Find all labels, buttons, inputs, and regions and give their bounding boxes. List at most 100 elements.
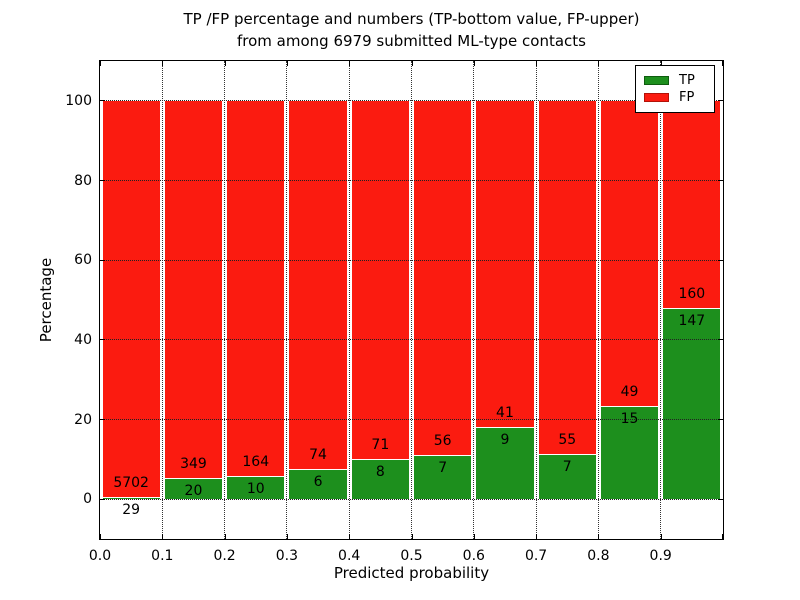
plot-area: TP FP 5702 29 349 20 164 10 74 6 71 8 56 7 41 9 55 7 49 1… xyxy=(100,61,723,539)
x-tick xyxy=(286,534,288,539)
gridline-x xyxy=(535,61,537,539)
gridline-y xyxy=(100,100,723,102)
x-tick-top xyxy=(224,61,226,66)
x-tick-top xyxy=(598,61,600,66)
x-tick-label: 0.4 xyxy=(338,548,361,564)
x-tick-top xyxy=(349,61,351,66)
bar-fp xyxy=(289,100,347,470)
fp-count-label: 349 xyxy=(180,455,207,472)
x-tick-top xyxy=(722,61,723,66)
chart-title: TP /FP percentage and numbers (TP-bottom… xyxy=(100,8,723,52)
x-tick xyxy=(536,534,538,539)
tp-count-label: 8 xyxy=(375,463,385,480)
bar-fp xyxy=(538,100,596,455)
bar-tp xyxy=(414,454,472,500)
fp-count-label: 55 xyxy=(558,432,577,449)
bar-fp xyxy=(476,100,534,428)
gridline-x xyxy=(473,61,475,539)
bar-fp xyxy=(351,100,409,459)
bar-tp xyxy=(538,454,596,500)
y-tick xyxy=(100,498,105,500)
gridline-x xyxy=(161,61,163,539)
x-tick-label: 0.8 xyxy=(587,548,610,564)
gridline-x xyxy=(597,61,599,539)
tp-count-label: 10 xyxy=(246,481,265,498)
y-tick-right xyxy=(718,180,723,181)
x-tick-top xyxy=(660,61,662,66)
legend: TP FP xyxy=(635,65,715,113)
y-tick-right xyxy=(718,339,723,341)
y-tick-right xyxy=(718,259,723,261)
x-tick xyxy=(473,534,475,539)
gridline-x xyxy=(286,61,288,539)
tp-count-label: 20 xyxy=(184,482,203,499)
chart-title-line2: from among 6979 submitted ML-type contac… xyxy=(237,32,586,50)
y-tick-label: 20 xyxy=(74,411,92,428)
y-tick-label: 100 xyxy=(65,92,92,109)
y-tick-label: 40 xyxy=(74,331,92,348)
gridline-x xyxy=(411,61,412,539)
y-tick xyxy=(100,180,105,181)
x-tick-top xyxy=(100,61,101,66)
bar-fp xyxy=(102,100,160,498)
x-tick-top xyxy=(473,61,475,66)
x-tick xyxy=(411,534,413,539)
x-tick xyxy=(660,534,662,539)
y-tick-right xyxy=(718,100,723,102)
x-tick-label: 0.2 xyxy=(213,548,236,564)
chart-title-line1: TP /FP percentage and numbers (TP-bottom… xyxy=(183,10,640,28)
y-tick-label: 0 xyxy=(83,491,92,508)
gridline-y xyxy=(100,180,723,181)
y-tick xyxy=(100,339,105,341)
bar-fp xyxy=(227,100,285,477)
tp-count-label: 6 xyxy=(313,474,323,491)
x-tick-label: 0.6 xyxy=(462,548,485,564)
x-tick xyxy=(722,534,723,539)
fp-count-label: 41 xyxy=(496,405,514,422)
x-tick-label: 0.5 xyxy=(400,548,423,564)
bar-fp xyxy=(414,100,472,455)
y-tick-label: 60 xyxy=(74,252,92,269)
x-tick xyxy=(162,534,164,539)
legend-label-fp: FP xyxy=(679,90,695,105)
y-axis-label: Percentage xyxy=(37,257,55,343)
x-tick-top xyxy=(536,61,538,66)
fp-count-label: 160 xyxy=(678,286,706,303)
tp-count-label: 147 xyxy=(678,313,706,330)
tp-count-label: 7 xyxy=(438,459,448,476)
y-tick xyxy=(100,259,105,261)
x-tick xyxy=(100,534,101,539)
tp-count-label: 9 xyxy=(500,432,510,449)
bar-fp xyxy=(663,100,721,309)
fp-count-label: 56 xyxy=(433,432,452,449)
x-tick-label: 0.3 xyxy=(275,548,299,564)
gridline-y xyxy=(100,419,723,420)
gridline-y xyxy=(100,339,723,341)
bar-tp xyxy=(164,477,223,500)
bar-tp xyxy=(227,476,285,500)
fp-count-label: 74 xyxy=(309,447,327,464)
x-tick-label: 0.1 xyxy=(151,548,174,564)
x-tick-top xyxy=(162,61,164,66)
y-tick-right xyxy=(718,419,723,420)
gridline-x xyxy=(660,61,662,539)
bar-tp xyxy=(289,469,347,500)
x-tick xyxy=(598,534,600,539)
legend-entry-tp: TP xyxy=(644,72,706,89)
y-tick xyxy=(100,419,105,420)
gridline-y xyxy=(100,259,723,261)
x-tick-label: 0.9 xyxy=(649,548,672,564)
bar-tp xyxy=(351,458,409,500)
gridline-y xyxy=(100,498,723,500)
gridline-x xyxy=(348,61,350,539)
fp-swatch-icon xyxy=(644,93,669,102)
x-axis-label: Predicted probability xyxy=(333,564,490,582)
x-tick xyxy=(224,534,226,539)
tp-swatch-icon xyxy=(644,76,669,85)
bar-tp xyxy=(102,497,160,500)
tp-count-label: 15 xyxy=(620,410,639,427)
fp-count-label: 71 xyxy=(371,436,390,453)
bar-tp xyxy=(476,427,534,500)
y-tick xyxy=(100,100,105,102)
